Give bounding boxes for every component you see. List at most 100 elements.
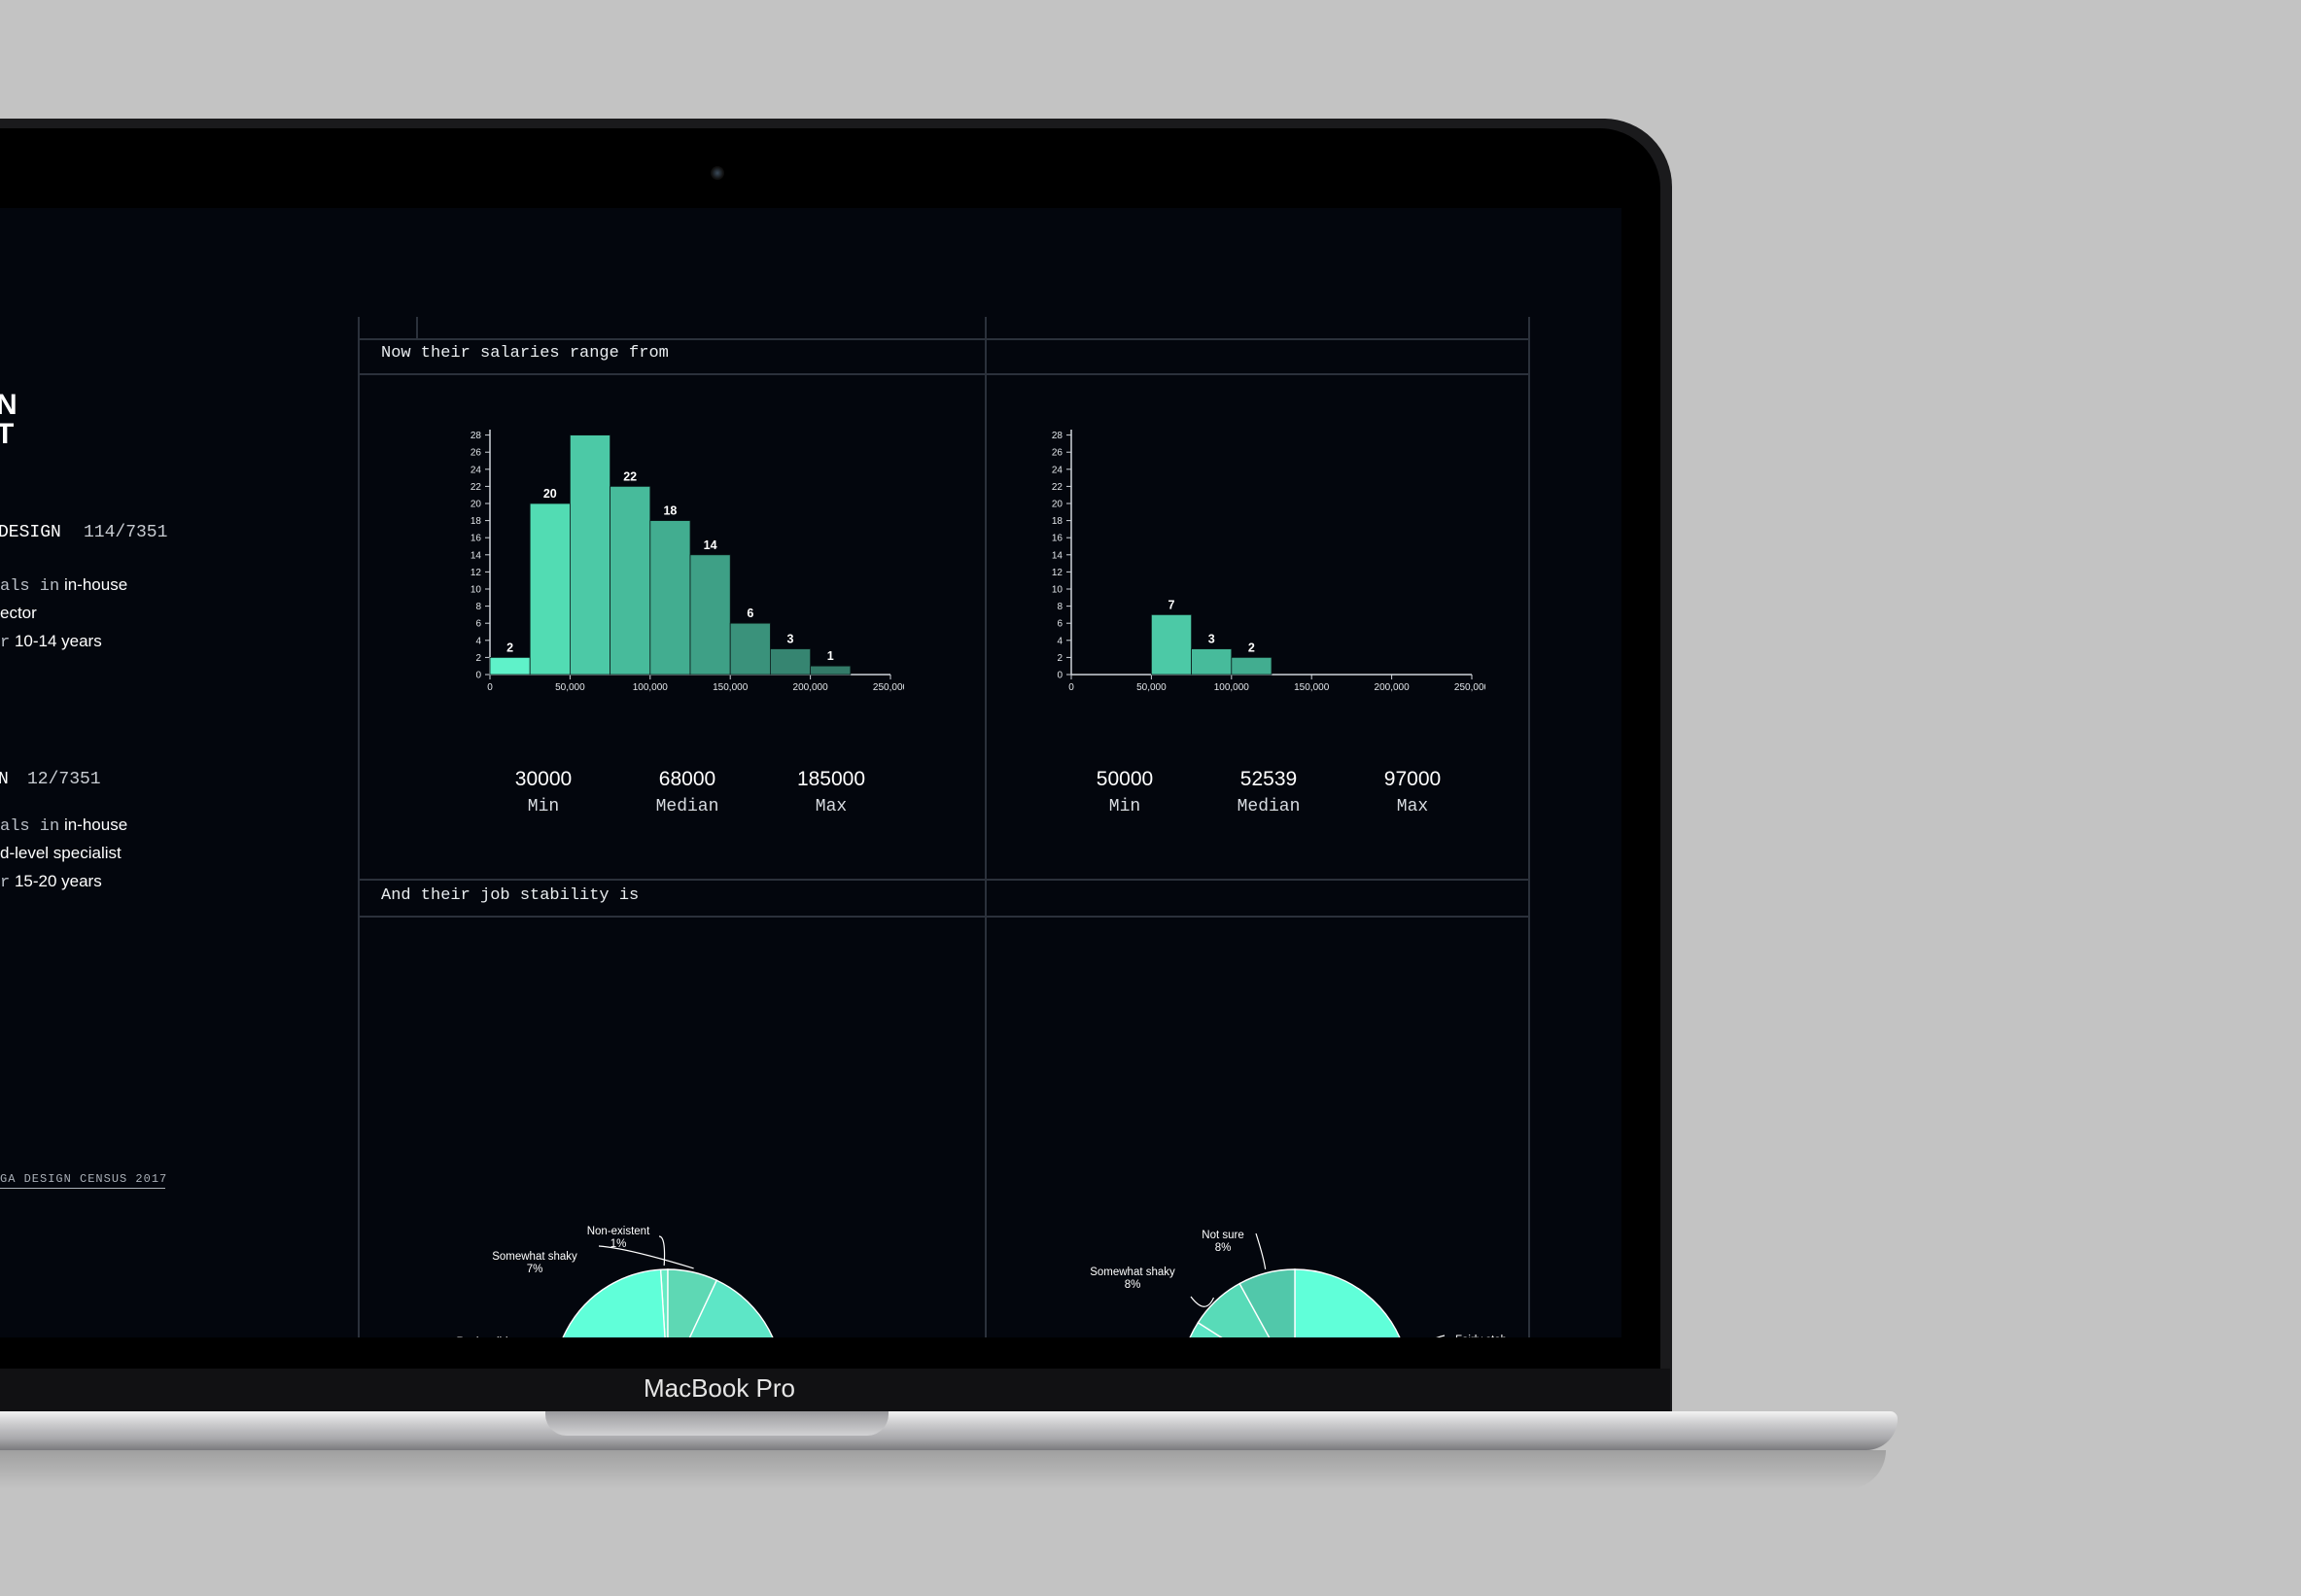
left-pie-slice-label: Non-existent xyxy=(587,1226,650,1237)
left-pie-slice-label: Somewhat shaky xyxy=(492,1251,577,1263)
left-max-label: Max xyxy=(815,797,848,816)
right-hist-bar xyxy=(1231,656,1273,676)
screen: N T DESIGN 114/7351 als in in-house ecto… xyxy=(0,208,1621,1337)
group2-line-3: r 15-20 years xyxy=(0,872,102,892)
left-hist-y-tick-label: 20 xyxy=(471,500,482,510)
group1-line-3: r 10-14 years xyxy=(0,632,102,652)
right-hist-y-tick-label: 26 xyxy=(1052,448,1063,459)
right-min-value: 50000 xyxy=(1096,768,1154,790)
group1-label: DESIGN xyxy=(0,523,61,542)
group1-line-2-value: ector xyxy=(0,604,37,622)
grid-line-h3 xyxy=(358,879,1530,881)
left-hist-y-tick-label: 28 xyxy=(471,431,482,441)
left-hist-y-tick-label: 8 xyxy=(475,602,481,612)
group2-count: 12/7351 xyxy=(27,770,101,789)
footer-source-link[interactable]: GA DESIGN CENSUS 2017 xyxy=(0,1172,166,1189)
laptop-chin xyxy=(0,1369,1670,1411)
stability-heading: And their job stability is xyxy=(381,886,640,905)
left-hist-bar xyxy=(529,503,571,676)
grid-line-h4 xyxy=(358,916,1530,918)
left-hist-bar-label: 6 xyxy=(747,607,753,620)
left-pie-leader-line xyxy=(598,1245,694,1269)
left-hist-x-tick-label: 0 xyxy=(487,682,493,693)
salary-histogram-left: 024681012141618202224262830050,000100,00… xyxy=(471,430,904,693)
grid-line-h2 xyxy=(358,373,1530,375)
grid-line-left xyxy=(358,317,360,1337)
left-min-value: 30000 xyxy=(514,768,573,790)
group1-line-1: als in in-house xyxy=(0,575,127,596)
left-hist-x-tick-label: 100,000 xyxy=(633,682,669,693)
right-hist-y-tick-label: 24 xyxy=(1052,465,1063,475)
right-hist-y-tick-label: 28 xyxy=(1052,431,1063,441)
group2-line-1-prefix: als in xyxy=(0,817,60,836)
grid-line-center xyxy=(985,317,987,1337)
left-hist-bar-label: 18 xyxy=(663,504,677,518)
left-pie-slice xyxy=(688,1279,774,1337)
group2-label: N xyxy=(0,770,9,789)
left-pie-leader-line xyxy=(658,1235,666,1266)
left-hist-bar xyxy=(489,656,531,676)
right-pie-slice-label: Somewhat shaky xyxy=(1090,1266,1175,1278)
left-pie-slice-label: Rock solid xyxy=(456,1336,507,1337)
left-hist-y-tick-label: 24 xyxy=(471,465,482,475)
left-hist-y-tick-label: 10 xyxy=(471,585,482,596)
left-hist-y-tick-label: 4 xyxy=(475,636,481,646)
group1-count: 114/7351 xyxy=(84,523,168,542)
left-pie-slice-pct: 1% xyxy=(610,1238,627,1250)
right-pie-slice xyxy=(1238,1268,1296,1337)
right-hist-x-tick-label: 200,000 xyxy=(1375,682,1411,693)
right-pie-slice-label: Not sure xyxy=(1202,1230,1243,1241)
right-pie-slice-label: Fairly stable xyxy=(1455,1335,1507,1337)
group2-line-3-value: 15-20 years xyxy=(14,872,102,890)
right-hist-y-tick-label: 14 xyxy=(1052,550,1063,561)
left-hist-y-tick-label: 14 xyxy=(471,550,482,561)
right-hist-bar-label: 2 xyxy=(1248,641,1255,654)
left-hist-y-tick-label: 16 xyxy=(471,534,482,544)
right-hist-y-tick-label: 12 xyxy=(1052,568,1063,578)
brand-label: MacBook Pro xyxy=(643,1373,796,1403)
camera-icon xyxy=(711,166,724,180)
right-hist-bar-label: 7 xyxy=(1168,598,1175,611)
laptop-shadow xyxy=(0,1450,1886,1489)
left-min-label: Min xyxy=(527,797,560,816)
right-hist-x-tick-label: 0 xyxy=(1068,682,1074,693)
right-hist-y-tick-label: 22 xyxy=(1052,482,1063,493)
left-hist-bar-label: 2 xyxy=(506,641,513,654)
left-hist-bar-label: 3 xyxy=(787,633,794,646)
left-hist-bar xyxy=(649,520,691,676)
right-pie-leader-line xyxy=(1436,1335,1446,1337)
right-hist-y-tick-label: 8 xyxy=(1057,602,1063,612)
sidebar-title-line-2: T xyxy=(0,418,15,450)
group1-line-3-prefix: r xyxy=(0,634,11,652)
right-max-value: 97000 xyxy=(1383,768,1442,790)
left-hist-bar xyxy=(569,434,610,676)
right-hist-x-tick-label: 250,000 xyxy=(1454,682,1485,693)
right-median-value: 52539 xyxy=(1239,768,1298,790)
left-hist-y-tick-label: 6 xyxy=(475,619,481,630)
group2-line-1: als in in-house xyxy=(0,815,127,836)
right-hist-y-tick-label: 4 xyxy=(1057,636,1063,646)
left-hist-bar xyxy=(810,665,852,676)
sidebar-title-line-1: N xyxy=(0,389,17,421)
left-hist-bar-label: 22 xyxy=(623,469,637,483)
grid-tick-top xyxy=(416,317,418,338)
right-hist-y-tick-label: 6 xyxy=(1057,619,1063,630)
left-hist-bar-label: 14 xyxy=(704,538,717,552)
right-pie-slice xyxy=(1189,1321,1223,1337)
left-hist-bar-label: 1 xyxy=(827,649,834,663)
right-hist-x-tick-label: 100,000 xyxy=(1214,682,1250,693)
grid-line-h1 xyxy=(358,338,1530,340)
right-hist-y-tick-label: 2 xyxy=(1057,653,1063,664)
right-pie-leader-line xyxy=(1255,1232,1267,1269)
right-hist-y-tick-label: 20 xyxy=(1052,500,1063,510)
left-hist-y-tick-label: 18 xyxy=(471,516,482,527)
left-hist-bar xyxy=(689,554,731,676)
right-pie-leader-line xyxy=(1190,1296,1215,1307)
right-hist-x-tick-label: 50,000 xyxy=(1136,682,1167,693)
group1-line-1-value: in-house xyxy=(63,575,128,594)
right-pie-slice-pct: 8% xyxy=(1125,1279,1141,1291)
left-pie-slice xyxy=(562,1268,666,1337)
left-hist-bar-label: 20 xyxy=(543,487,557,501)
